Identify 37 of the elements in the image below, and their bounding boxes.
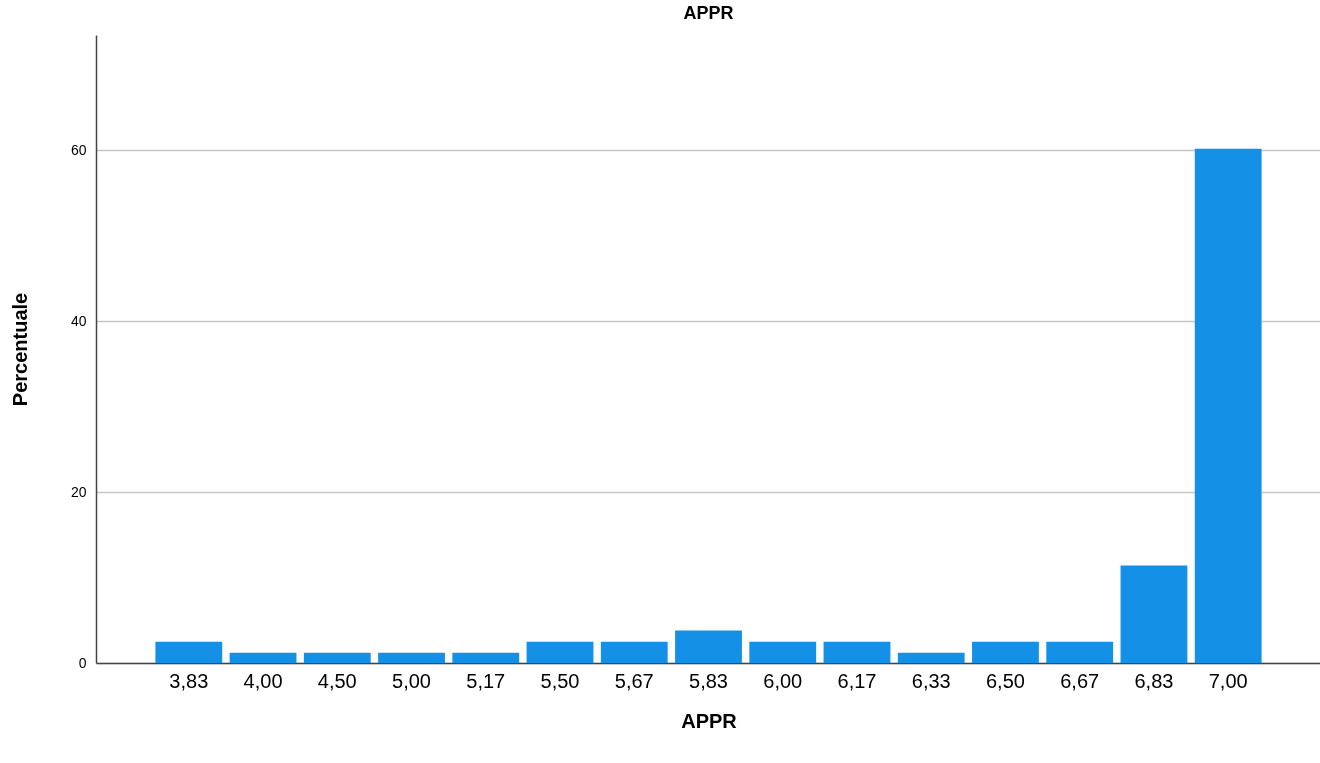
x-tick-label: 5,17	[466, 669, 506, 692]
y-tick-label: 0	[78, 654, 87, 671]
bar	[823, 641, 891, 663]
x-tick-label: 4,00	[243, 669, 283, 692]
chart-title: APPR	[683, 3, 734, 23]
x-tick-label: 5,50	[540, 669, 580, 692]
y-axis-title: Percentuale	[8, 292, 31, 407]
bar	[675, 630, 742, 663]
x-tick-label: 6,67	[1060, 669, 1100, 692]
bar	[972, 641, 1039, 663]
x-tick-label: 6,50	[986, 669, 1025, 692]
y-tick-label: 20	[70, 483, 87, 500]
y-tick-label: 40	[70, 312, 87, 329]
x-tick-label: 6,83	[1134, 669, 1174, 692]
bar	[526, 641, 594, 663]
bar	[303, 652, 371, 663]
bar	[749, 641, 817, 663]
bar	[1120, 565, 1188, 663]
x-tick-label: 5,83	[689, 669, 728, 692]
bar	[1194, 148, 1262, 663]
x-tick-label: 5,00	[392, 669, 431, 692]
x-tick-label: 3,83	[169, 669, 209, 692]
x-axis-title: APPR	[681, 709, 738, 732]
x-tick-label: 7,00	[1208, 669, 1248, 692]
bar	[452, 652, 520, 663]
x-tick-label: 6,17	[837, 669, 877, 692]
bar	[155, 641, 223, 663]
x-tick-label: 4,50	[317, 669, 357, 692]
bar	[378, 652, 445, 663]
x-tick-label: 5,67	[614, 669, 654, 692]
bar	[229, 652, 297, 663]
bar	[897, 652, 965, 663]
x-tick-label: 6,33	[911, 669, 951, 692]
x-tick-label: 6,00	[763, 669, 803, 692]
y-tick-label: 60	[70, 141, 87, 158]
bar	[1046, 641, 1114, 663]
bar	[600, 641, 668, 663]
